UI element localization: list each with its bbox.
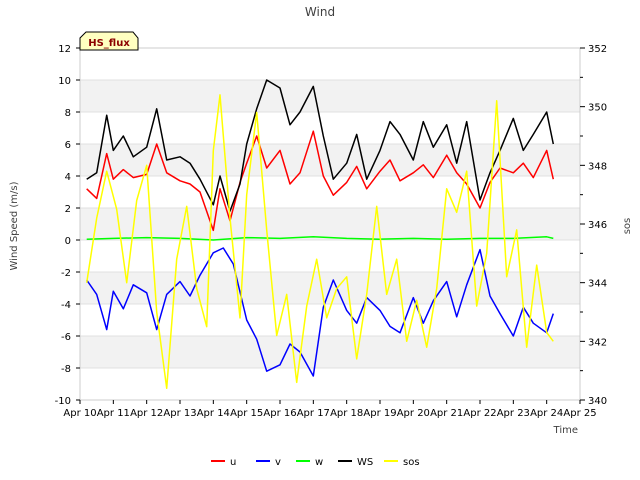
y2-tick-label-3: 346 [588, 220, 607, 231]
x-axis: Apr 10 Apr 11 Apr 12 Apr 13 Apr 14 Apr 15 Apr … [63, 400, 597, 419]
y-tick-label-0: -10 [55, 396, 71, 407]
series-lines [85, 79, 555, 390]
y2-axis-label: sos [622, 218, 633, 235]
band-0 [80, 336, 580, 368]
x-tick-label-3: Apr 13 [163, 408, 196, 419]
x-tick-label-6: Apr 16 [263, 408, 296, 419]
series-line-w [86, 236, 554, 241]
x-axis-label: Time [553, 425, 578, 436]
x-tick-label-15: Apr 25 [563, 408, 596, 419]
series-line-sos [85, 94, 554, 390]
x-tick-label-13: Apr 23 [497, 408, 530, 419]
y-tick-label-10: 10 [58, 76, 71, 87]
band-3 [80, 144, 580, 176]
y2-tick-label-1: 342 [588, 337, 607, 348]
legend-label-sos: sos [403, 457, 420, 468]
series-line-ws [86, 79, 555, 212]
x-tick-label-9: Apr 19 [363, 408, 396, 419]
legend-label-ws: WS [357, 457, 373, 468]
series-line-u [86, 130, 555, 232]
y2-tick-label-4: 348 [588, 161, 607, 172]
band-4 [80, 80, 580, 112]
legend-label-w: w [315, 457, 323, 468]
y-tick-label-4: -2 [61, 268, 71, 279]
x-tick-label-14: Apr 24 [530, 408, 563, 419]
y-tick-label-1: -8 [61, 364, 71, 375]
band-2 [80, 208, 580, 240]
x-tick-label-12: Apr 22 [463, 408, 496, 419]
site-badge: HS_flux [79, 31, 139, 51]
y-tick-label-7: 4 [65, 172, 71, 183]
y-tick-label-11: 12 [58, 44, 71, 55]
legend-label-v: v [275, 457, 281, 468]
x-tick-label-7: Apr 17 [297, 408, 330, 419]
x-tick-label-5: Apr 15 [230, 408, 263, 419]
legend-label-u: u [230, 457, 236, 468]
y2-tick-label-0: 340 [588, 396, 607, 407]
y-axis-label: Wind Speed (m/s) [9, 181, 20, 270]
chart-title: Wind [305, 5, 335, 19]
y2-tick-label-5: 350 [588, 103, 607, 114]
y-tick-label-5: 0 [65, 236, 71, 247]
y2-tick-label-2: 344 [588, 279, 607, 290]
x-tick-label-0: Apr 10 [63, 408, 96, 419]
y-tick-label-2: -6 [61, 332, 71, 343]
x-tick-label-2: Apr 12 [130, 408, 163, 419]
x-tick-label-4: Apr 14 [197, 408, 230, 419]
y2-tick-label-6: 352 [588, 44, 607, 55]
x-tick-label-8: Apr 18 [330, 408, 363, 419]
y-tick-label-6: 2 [65, 204, 71, 215]
x-tick-label-1: Apr 11 [97, 408, 130, 419]
site-badge-box [79, 31, 139, 51]
x-tick-label-10: Apr 20 [397, 408, 430, 419]
y-axis-left: -10 -8 -6 -4 -2 0 2 4 6 8 10 12 [55, 44, 80, 407]
y-axis-right: 340 342 344 346 348 350 352 [580, 44, 607, 407]
y-tick-label-3: -4 [61, 300, 71, 311]
legend: u v w WS sos [211, 457, 420, 468]
y-tick-label-8: 6 [65, 140, 71, 151]
site-badge-label: HS_flux [88, 38, 130, 49]
x-tick-label-11: Apr 21 [430, 408, 463, 419]
y-tick-label-9: 8 [65, 108, 71, 119]
